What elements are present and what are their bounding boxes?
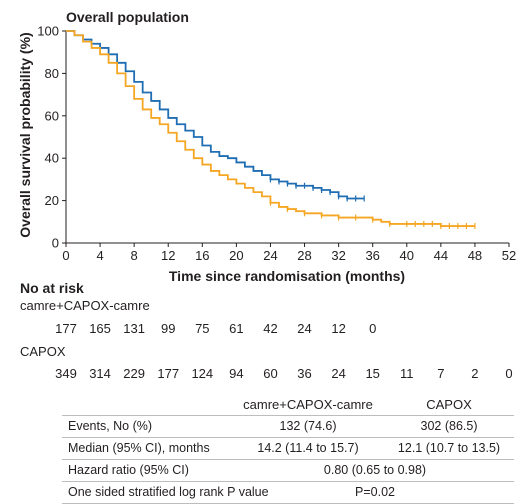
- stats-row-events: Events, No (%) 132 (74.6) 302 (86.5): [62, 416, 514, 438]
- x-tick-label: 20: [229, 248, 243, 263]
- risk-number: 75: [195, 321, 210, 336]
- stats-table: camre+CAPOX-camre CAPOX Events, No (%) 1…: [62, 394, 514, 504]
- risk-number: 314: [89, 366, 111, 381]
- y-tick-label: 0: [52, 236, 59, 251]
- km-chart: Overall population Overall survival prob…: [17, 9, 516, 284]
- risk-number: 0: [505, 366, 513, 381]
- x-tick-label: 40: [400, 248, 414, 263]
- y-tick-label: 80: [45, 66, 59, 81]
- risk-number: 177: [55, 321, 77, 336]
- risk-number: 165: [89, 321, 111, 336]
- x-tick-label: 52: [502, 248, 516, 263]
- risk-number: 15: [365, 366, 380, 381]
- series-line-1: [66, 30, 475, 227]
- risk-number: 42: [263, 321, 278, 336]
- risk-number: 0: [369, 321, 377, 336]
- stats-col-camre: camre+CAPOX-camre: [243, 397, 373, 412]
- risk-number: 177: [157, 366, 180, 381]
- risk-number: 349: [55, 366, 77, 381]
- risk-group-label-capox: CAPOX: [20, 344, 66, 359]
- stats-row-p: One sided stratified log rank P value P=…: [62, 482, 514, 504]
- median-camre: 14.2 (11.4 to 15.7): [257, 441, 359, 455]
- y-tick-label: 60: [45, 108, 59, 123]
- x-tick-label: 48: [468, 248, 482, 263]
- risk-number: 61: [229, 321, 244, 336]
- stats-row-hr: Hazard ratio (95% CI) 0.80 (0.65 to 0.98…: [62, 460, 514, 482]
- risk-number: 99: [160, 321, 176, 336]
- events-camre: 132 (74.6): [279, 419, 337, 433]
- risk-number: 94: [229, 366, 244, 381]
- risk-number: 11: [400, 366, 414, 381]
- hr-value: 0.80 (0.65 to 0.98): [323, 463, 427, 477]
- x-tick-label: 44: [434, 248, 448, 263]
- risk-number: 36: [297, 366, 312, 381]
- y-tick-label: 40: [45, 151, 59, 166]
- p-label: One sided stratified log rank P value: [68, 485, 269, 499]
- events-label: Events, No (%): [68, 419, 153, 433]
- risk-number: 229: [123, 366, 145, 381]
- y-tick-label: 100: [37, 24, 59, 39]
- risk-table-heading: No at risk: [20, 280, 84, 296]
- risk-number: 24: [297, 321, 312, 336]
- x-tick-label: 8: [131, 248, 138, 263]
- x-tick-label: 0: [62, 248, 69, 263]
- x-tick-label: 16: [195, 248, 209, 263]
- risk-group-label-camre: camre+CAPOX-camre: [20, 298, 150, 313]
- y-tick-label: 20: [45, 193, 59, 208]
- x-tick-label: 12: [161, 248, 175, 263]
- risk-number: 131: [123, 321, 145, 336]
- stats-col-capox: CAPOX: [426, 397, 472, 412]
- risk-number: 7: [437, 366, 445, 381]
- risk-number: 24: [331, 366, 346, 381]
- x-tick-label: 28: [297, 248, 311, 263]
- p-value: P=0.02: [355, 485, 395, 499]
- x-tick-label: 24: [263, 248, 277, 263]
- median-capox: 12.1 (10.7 to 13.5): [397, 441, 501, 455]
- risk-number: 124: [191, 366, 214, 381]
- survival-curves: [66, 30, 476, 230]
- hr-label: Hazard ratio (95% CI): [68, 463, 189, 477]
- events-capox: 302 (86.5): [420, 419, 478, 433]
- stats-header-row: camre+CAPOX-camre CAPOX: [62, 394, 514, 416]
- x-tick-label: 4: [96, 248, 103, 263]
- risk-number: 60: [263, 366, 278, 381]
- risk-number: 12: [331, 321, 346, 336]
- x-axis-label: Time since randomisation (months): [169, 268, 405, 284]
- median-label: Median (95% CI), months: [68, 441, 210, 455]
- stats-row-median: Median (95% CI), months 14.2 (11.4 to 15…: [62, 438, 514, 460]
- risk-number: 2: [471, 366, 479, 381]
- series-line-0: [66, 30, 365, 200]
- x-tick-label: 36: [365, 248, 379, 263]
- chart-title: Overall population: [66, 9, 189, 25]
- y-axis-label: Overall survival probability (%): [17, 32, 33, 237]
- x-tick-label: 32: [331, 248, 345, 263]
